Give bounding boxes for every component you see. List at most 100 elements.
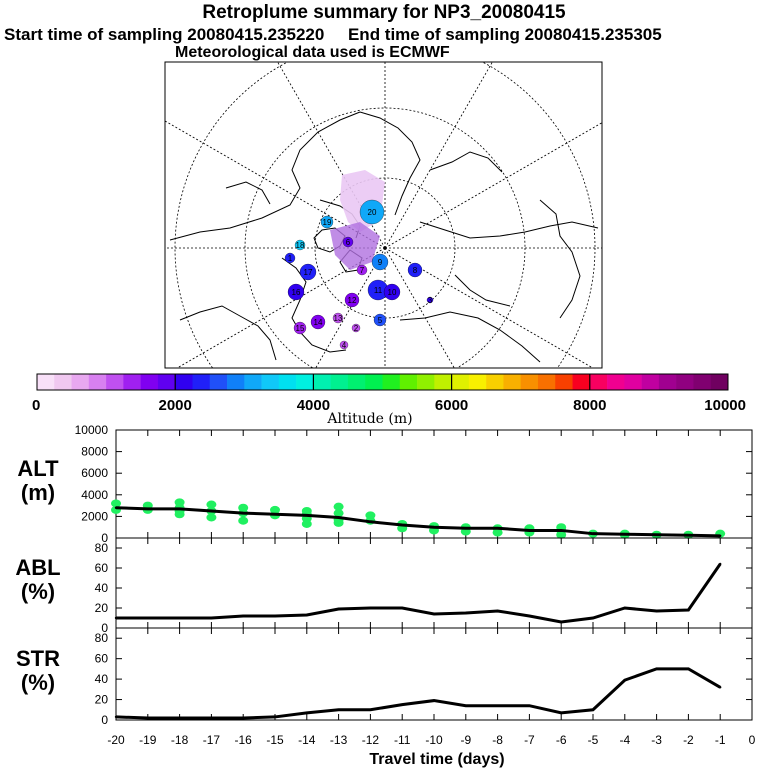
panel-frame xyxy=(115,627,753,721)
meridian-line xyxy=(384,62,493,249)
y-tick-label: 60 xyxy=(95,652,109,666)
colorbar-segment xyxy=(365,374,383,390)
data-point xyxy=(655,609,658,613)
coastline xyxy=(281,257,347,353)
plume-cluster-label: 13 xyxy=(334,314,343,323)
data-point xyxy=(210,509,213,513)
x-axis-label: Travel time (days) xyxy=(369,751,504,768)
plume-cluster-circle xyxy=(294,239,306,251)
plume-cluster-circle xyxy=(299,263,317,281)
sampling-times: Start time of sampling 20080415.235220 E… xyxy=(4,25,662,45)
data-point xyxy=(719,534,722,538)
plume-cluster-label: 8 xyxy=(413,266,418,275)
data-point xyxy=(401,703,404,706)
colorbar-tick-label: 0 xyxy=(32,397,40,414)
y-tick-label: 4000 xyxy=(81,488,108,502)
data-point xyxy=(687,667,690,671)
data-point xyxy=(591,616,595,620)
plume-cluster-label: 20 xyxy=(368,208,377,217)
colorbar-segment xyxy=(140,374,159,390)
plume-cluster-label: 2 xyxy=(354,324,359,333)
x-tick-label: -14 xyxy=(298,733,316,747)
colorbar-segment xyxy=(175,374,193,390)
colorbar-segment xyxy=(468,374,487,390)
altitude-scatter-point xyxy=(206,513,217,522)
data-point xyxy=(560,529,563,532)
plume-cluster-circle xyxy=(426,296,434,304)
x-tick-label: -6 xyxy=(556,733,567,747)
data-point xyxy=(369,606,372,610)
altitude-colorbar: 0 2000 4000 6000 8000 10000 Altitude (m) xyxy=(32,373,746,427)
meridian-line xyxy=(384,122,602,249)
altitude-scatter-point xyxy=(333,509,344,518)
colorbar-segment xyxy=(434,374,452,390)
colorbar-segment xyxy=(313,374,331,390)
data-point xyxy=(114,616,118,620)
panel-y-label: (m) xyxy=(21,480,55,505)
plume-cluster-circle xyxy=(284,252,296,264)
x-tick-label: -13 xyxy=(330,733,348,747)
chart-title: Retroplume summary for NP3_20080415 xyxy=(202,2,566,23)
polar-map: 20 19 18 17 16 15 14 13 12 11 10 9 8 7 6 5 4 3 2 1 xyxy=(164,61,603,369)
data-point xyxy=(305,711,308,715)
colorbar-segment xyxy=(520,374,539,390)
panel-alt: 0 2000 4000 6000 8000 10000 ALT(m) xyxy=(17,423,753,545)
x-tick-label: -15 xyxy=(266,733,284,747)
y-tick-label: 60 xyxy=(95,561,109,575)
map-graticule xyxy=(165,62,602,368)
colorbar-segment xyxy=(123,374,141,390)
data-point xyxy=(146,716,149,720)
plume-cluster-label: 14 xyxy=(314,318,323,327)
x-tick-label: -17 xyxy=(203,733,221,747)
x-tick-label: -1 xyxy=(715,733,726,747)
data-point xyxy=(273,513,277,516)
x-tick-label: -18 xyxy=(171,733,189,747)
data-point xyxy=(146,507,149,511)
plume-cluster-circle xyxy=(356,264,368,276)
data-point xyxy=(560,711,563,715)
colorbar-tick-label: 8000 xyxy=(573,397,606,414)
y-tick-label: 20 xyxy=(95,693,109,707)
map-plume-clusters: 20 19 18 17 16 15 14 13 12 11 10 9 8 7 6 5 4 3 2 1 xyxy=(284,170,434,350)
plume-cluster-circle xyxy=(339,340,349,350)
altitude-scatter-point xyxy=(492,528,503,537)
start-time-text: Start time of sampling 20080415.235220 xyxy=(4,25,325,44)
colorbar-segment xyxy=(88,374,107,390)
colorbar-segment xyxy=(157,374,176,390)
data-point xyxy=(623,606,626,610)
colorbar-segment xyxy=(209,374,228,390)
panel-y-label: STR xyxy=(16,646,60,671)
y-tick-label: 40 xyxy=(95,672,109,686)
colorbar-segment xyxy=(71,374,90,390)
altitude-scatter-point xyxy=(111,499,121,508)
plume-cluster-label: 3 xyxy=(428,296,433,305)
plume-cluster-circle xyxy=(310,314,326,330)
colorbar-segment xyxy=(296,374,314,390)
altitude-scatter-point xyxy=(174,510,185,519)
colorbar-frame xyxy=(36,373,729,391)
x-tick-label: -19 xyxy=(139,733,157,747)
colorbar-segment xyxy=(192,374,211,390)
y-tick-label: 10000 xyxy=(75,423,109,437)
data-point xyxy=(464,527,467,530)
x-axis: -20 -19 -18 -17 -16 -15 -14 -13 -12 -11 -10 -9 -8 -7-… xyxy=(107,733,755,768)
plume-cluster-label: 18 xyxy=(296,241,305,250)
plume-cluster-label: 4 xyxy=(342,341,347,350)
colorbar-segment xyxy=(106,374,124,390)
data-point xyxy=(528,614,531,618)
colorbar-segment xyxy=(572,374,591,390)
colorbar-segment xyxy=(710,374,729,390)
meridian-line xyxy=(277,62,386,249)
x-tick-label: -2 xyxy=(683,733,694,747)
data-point xyxy=(719,686,722,689)
colorbar-segment xyxy=(658,374,677,390)
panel-str: 0 20 40 60 80 STR(%) xyxy=(16,627,753,727)
data-point xyxy=(687,534,690,537)
plume-cluster-circle xyxy=(344,292,360,308)
panel-y-label: ALT xyxy=(17,456,59,481)
colorbar-segment xyxy=(399,374,418,390)
colorbar-segment xyxy=(227,374,245,390)
x-tick-label: -10 xyxy=(425,733,443,747)
colorbar-segment xyxy=(607,374,625,390)
x-tick-label: -5 xyxy=(588,733,599,747)
